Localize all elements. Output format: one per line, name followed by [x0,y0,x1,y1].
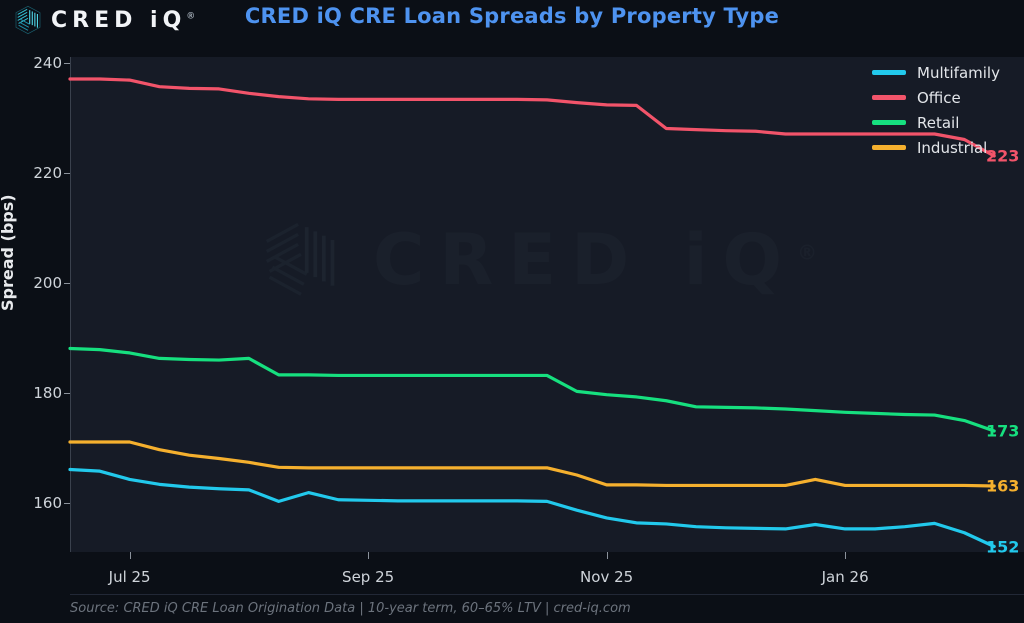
y-axis-tick-mark [64,392,70,394]
legend-item-office[interactable]: Office [872,85,1024,110]
y-axis-tick-label: 180 [33,383,62,402]
page-title: CRED iQ CRE Loan Spreads by Property Typ… [244,4,780,28]
brand-logo: CRED iQ® [14,5,195,35]
series-end-label-multifamily: 152 [986,537,1020,556]
legend-swatch-industrial [872,145,906,150]
series-line-multifamily [68,467,996,549]
legend-item-multifamily[interactable]: Multifamily [872,60,1024,85]
y-axis-spine [70,57,71,552]
x-axis-tick-mark [606,552,608,559]
footer-source-note: Source: CRED iQ CRE Loan Origination Dat… [70,601,631,616]
y-axis-tick-label: 200 [33,273,62,292]
legend-label: Office [917,88,961,107]
series-line-industrial [68,440,996,488]
legend-swatch-office [872,95,906,100]
y-axis-tick-mark [64,282,70,284]
legend-label: Multifamily [917,63,1000,82]
chart-plot-area [70,57,1024,552]
x-axis-tick-label: Jan 26 [821,568,869,586]
y-axis-tick-label: 240 [33,53,62,72]
series-line-retail [68,346,996,433]
legend-swatch-retail [872,120,906,125]
series-end-label-office: 223 [986,146,1020,166]
series-end-label-industrial: 163 [986,476,1020,496]
legend-item-industrial[interactable]: Industrial [872,135,1024,160]
series-line-office [68,77,996,158]
x-axis-tick-mark [368,552,370,559]
brand-registered-mark: ® [186,11,196,22]
x-axis-tick-label: Nov 25 [580,568,634,586]
legend-item-retail[interactable]: Retail [872,110,1024,135]
y-axis-tick-label: 160 [33,493,62,512]
chart-legend: Multifamily Office Retail Industrial [872,60,1024,160]
y-axis-tick-mark [64,62,70,64]
y-axis-tick-mark [64,502,70,504]
footer-divider [70,594,1024,595]
brand-wordmark: CRED iQ® [51,8,195,33]
legend-swatch-multifamily [872,70,906,75]
x-axis-tick-label: Jul 25 [108,568,151,586]
brand-word-text: CRED iQ [51,7,187,33]
x-axis-tick-mark [845,552,847,559]
app-header: CRED iQ® CRED iQ CRE Loan Spreads by Pro… [0,0,1024,40]
y-axis-tick-mark [64,172,70,174]
y-axis-tick-label: 220 [33,163,62,182]
legend-label: Industrial [917,138,988,157]
cred-iq-cube-logo-icon [15,5,41,35]
x-axis-tick-label: Sep 25 [342,568,395,586]
legend-label: Retail [917,113,960,132]
x-axis-tick-mark [129,552,131,559]
series-end-label-retail: 173 [986,421,1020,441]
